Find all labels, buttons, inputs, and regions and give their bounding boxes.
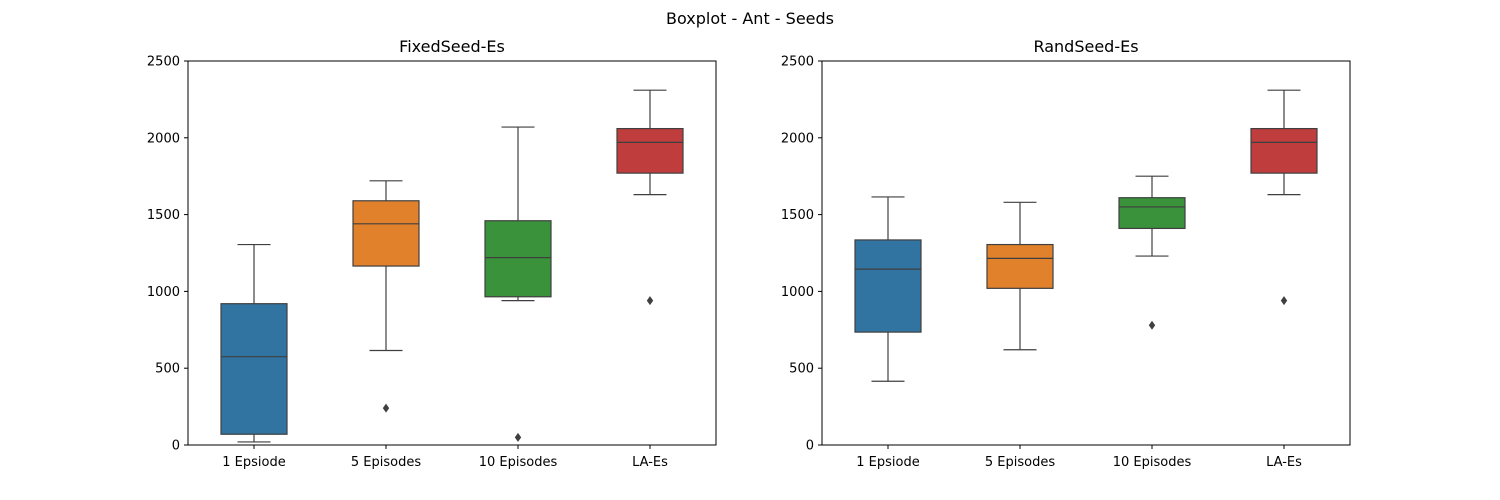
randseed-xtick-label: 1 Epsiode [856,455,919,470]
fixedseed-xtick-label: LA-Es [632,455,668,470]
randseed-ytick-label: 2000 [781,131,814,146]
randseed-box-1-iqr-rect [854,239,922,333]
fixedseed-box-4 [616,89,684,306]
fixedseed-xtick-label: 10 Episodes [479,455,558,470]
randseed-ytick-label: 1000 [781,285,814,300]
fixedseed-box-3-iqr-rect [484,220,552,298]
fixedseed-panel: FixedSeed-Es 0 500 1000 1500 2000 2500 1 Epsio… [147,37,717,470]
randseed-panel-title: RandSeed-Es [1033,37,1138,56]
fixedseed-ytick-label: 2500 [147,55,180,70]
fixedseed-box-2-iqr-rect [352,200,420,267]
fixedseed-ytick-label: 1500 [147,208,180,223]
fixedseed-box-1 [220,243,288,443]
randseed-axes-frame [821,60,1351,446]
randseed-xtick-label: LA-Es [1266,455,1302,470]
randseed-box-3 [1118,175,1186,330]
fixedseed-box-4-outlier [646,296,654,306]
randseed-box-2 [986,201,1054,351]
fixedseed-ytick-label: 500 [155,362,180,377]
fixedseed-box-4-iqr-rect [616,127,684,174]
fixedseed-box-2-outlier [382,403,390,413]
randseed-box-4 [1250,89,1318,306]
fixedseed-axes-frame [187,60,717,446]
randseed-ytick-label: 2500 [781,55,814,70]
randseed-ytick-label: 500 [789,362,814,377]
fixedseed-ytick-label: 1000 [147,285,180,300]
fixedseed-box-3-outlier [514,432,522,442]
fixedseed-box-3 [484,126,552,442]
randseed-box-4-outlier [1280,296,1288,306]
fixedseed-box-2 [352,180,420,413]
randseed-xtick-label: 5 Episodes [985,455,1055,470]
randseed-box-2-iqr-rect [986,243,1054,289]
figure-title: Boxplot - Ant - Seeds [666,9,834,28]
fixedseed-xtick-label: 1 Epsiode [222,455,285,470]
randseed-box-4-iqr-rect [1250,127,1318,174]
randseed-panel: RandSeed-Es 0 500 1000 1500 2000 2500 1 Epsiod… [781,37,1351,470]
randseed-box-3-iqr-rect [1118,197,1186,230]
randseed-xtick-label: 10 Episodes [1113,455,1192,470]
randseed-box-1 [854,196,922,382]
fixedseed-ytick-label: 0 [172,439,180,454]
fixedseed-xtick-label: 5 Episodes [351,455,421,470]
fixedseed-ytick-label: 2000 [147,131,180,146]
fixedseed-box-1-iqr-rect [220,303,288,435]
randseed-ytick-label: 1500 [781,208,814,223]
fixedseed-panel-title: FixedSeed-Es [399,37,505,56]
randseed-ytick-label: 0 [806,439,814,454]
randseed-box-3-outlier [1148,320,1156,330]
